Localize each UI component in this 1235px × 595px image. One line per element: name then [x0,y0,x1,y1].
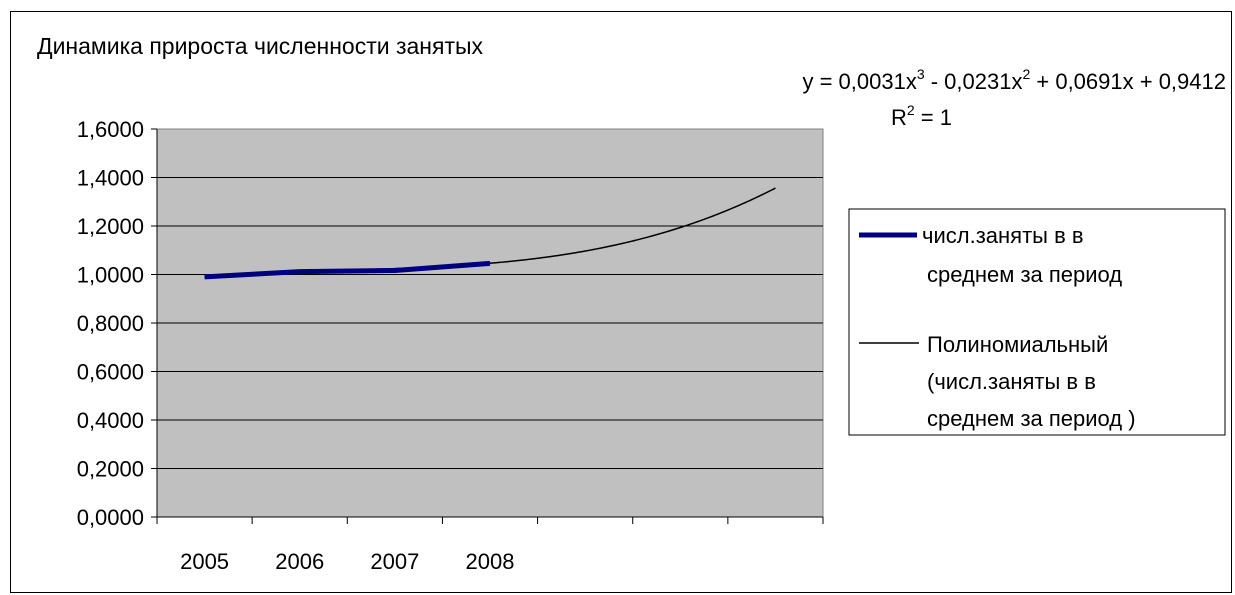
x-tick-label: 2008 [466,549,515,574]
y-axis: 0,0000 0,2000 0,4000 0,6000 0,8000 1,0000 1,20… [77,117,158,530]
y-tick-label: 0,2000 [77,457,144,482]
x-tick-label: 2005 [180,549,229,574]
y-tick-label: 1,2000 [77,214,144,239]
y-tick-label: 1,0000 [77,263,144,288]
series-line [204,260,491,280]
legend: числ.заняты в в среднем за период Полино… [848,208,1226,436]
legend-label-trend-line-1: Полиномиальный [927,332,1108,357]
chart-title: Динамика прироста численности занятых [37,33,484,59]
trendline-r-squared: R2 = 1 [891,102,952,130]
chart-svg: Динамика прироста численности занятых y … [37,33,1226,574]
legend-label-trend-line-3: среднем за период ) [927,406,1136,431]
trendline-equation: y = 0,0031x3 - 0,0231x2 + 0,0691x + 0,94… [802,66,1226,94]
y-tick-label: 0,6000 [77,360,144,385]
legend-label-trend-line-2: (числ.заняты в в [927,369,1096,394]
series-layer [204,260,491,280]
y-tick-label: 1,4000 [77,166,144,191]
x-tick-label: 2006 [275,549,324,574]
y-tick-label: 1,6000 [77,117,144,142]
y-tick-label: 0,8000 [77,311,144,336]
legend-label-series-line-2: среднем за период [927,262,1122,287]
legend-label-series-line-1: числ.заняты в в [922,223,1084,248]
x-axis: 2005 2006 2007 2008 [156,516,824,574]
legend-box [848,208,1226,436]
y-tick-label: 0,4000 [77,408,144,433]
y-tick-label: 0,0000 [77,505,144,530]
x-tick-label: 2007 [370,549,419,574]
chart-area: Динамика прироста численности занятых y … [10,11,1232,593]
